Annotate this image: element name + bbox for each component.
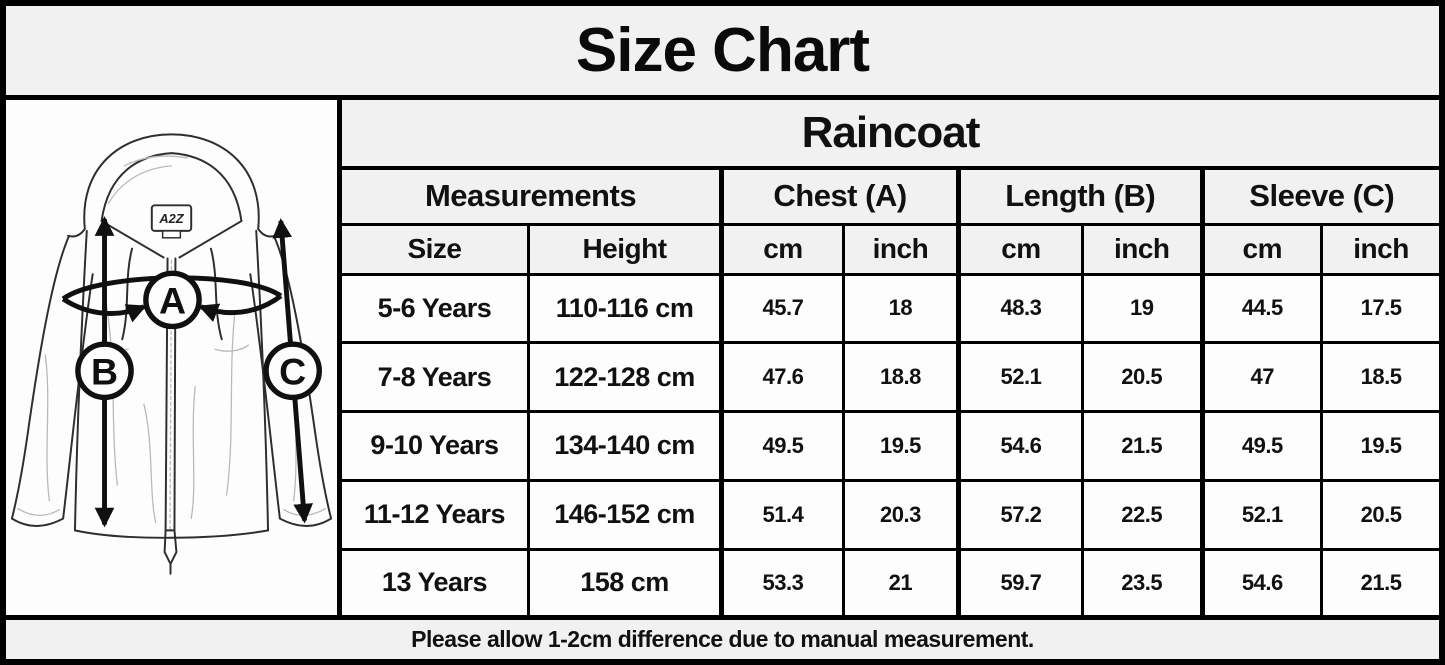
value-cell: 44.5: [1199, 272, 1324, 345]
size-cell: 5-6 Years: [342, 272, 530, 345]
sub-header-4-cm: cm: [955, 222, 1084, 276]
value-cell: 51.4: [719, 478, 845, 551]
table-row: 9-10 Years 134-140 cm 49.5 19.5 54.6 21.5 49.5…: [342, 410, 1439, 482]
content-area: A B C A2Z: [6, 100, 1439, 615]
height-cell: 122-128 cm: [526, 341, 724, 414]
value-cell: 19.5: [841, 410, 960, 482]
measurement-arrow-length: B: [75, 216, 134, 528]
value-cell: 21: [841, 547, 960, 615]
value-cell: 18.8: [841, 341, 960, 414]
value-cell: 49.5: [719, 410, 845, 482]
sleeve-label: C: [279, 351, 306, 393]
raincoat-illustration-panel: A B C A2Z: [6, 100, 342, 615]
group-header-sleeve-c: Sleeve (C): [1199, 170, 1439, 226]
chest-label: A: [159, 280, 186, 322]
measurements-table: Measurements Chest (A) Length (B) Sleeve (C…: [342, 170, 1439, 615]
value-cell: 18: [841, 272, 960, 345]
sub-header-2-cm: cm: [719, 222, 845, 276]
table-body: 5-6 Years 110-116 cm 45.7 18 48.3 19 44.5 17.5 7…: [342, 272, 1439, 615]
value-cell: 48.3: [955, 272, 1084, 345]
table-row: 5-6 Years 110-116 cm 45.7 18 48.3 19 44.5 17.5: [342, 272, 1439, 345]
sub-header-1-height: Height: [526, 222, 724, 276]
value-cell: 57.2: [955, 478, 1084, 551]
measurement-arrow-sleeve: C: [263, 218, 322, 524]
size-cell: 9-10 Years: [342, 410, 530, 482]
footer-bar: Please allow 1-2cm difference due to man…: [6, 615, 1439, 659]
value-cell: 17.5: [1320, 272, 1439, 345]
size-cell: 13 Years: [342, 547, 530, 615]
table-row: 7-8 Years 122-128 cm 47.6 18.8 52.1 20.5 47 18.…: [342, 341, 1439, 414]
value-cell: 59.7: [955, 547, 1084, 615]
height-cell: 146-152 cm: [526, 478, 724, 551]
product-name: Raincoat: [801, 108, 981, 157]
value-cell: 19.5: [1320, 410, 1439, 482]
brand-tag: A2Z: [150, 204, 193, 239]
value-cell: 21.5: [1320, 547, 1439, 615]
sub-header-7-inch: inch: [1320, 222, 1439, 276]
sub-header-6-cm: cm: [1199, 222, 1324, 276]
value-cell: 21.5: [1080, 410, 1204, 482]
value-cell: 54.6: [1199, 547, 1324, 615]
length-label: B: [91, 351, 118, 393]
value-cell: 49.5: [1199, 410, 1324, 482]
group-header-chest-a: Chest (A): [719, 170, 960, 226]
height-cell: 134-140 cm: [526, 410, 724, 482]
height-cell: 110-116 cm: [526, 272, 724, 345]
title-bar: Size Chart: [6, 6, 1439, 100]
footer-note: Please allow 1-2cm difference due to man…: [411, 626, 1034, 652]
value-cell: 23.5: [1080, 547, 1204, 615]
value-cell: 53.3: [719, 547, 845, 615]
value-cell: 52.1: [1199, 478, 1324, 551]
raincoat-sketch: [10, 133, 333, 575]
value-cell: 54.6: [955, 410, 1084, 482]
table-panel: Raincoat Measurements Chest (A) Length (B)…: [342, 100, 1439, 615]
value-cell: 20.3: [841, 478, 960, 551]
value-cell: 20.5: [1080, 341, 1204, 414]
measurement-arrow-chest: A: [61, 270, 283, 330]
value-cell: 47.6: [719, 341, 845, 414]
value-cell: 45.7: [719, 272, 845, 345]
group-header-measurements: Measurements: [342, 170, 724, 226]
size-cell: 11-12 Years: [342, 478, 530, 551]
raincoat-diagram: A B C A2Z: [10, 133, 333, 575]
sub-header-0-size: Size: [342, 222, 530, 276]
height-cell: 158 cm: [526, 547, 724, 615]
value-cell: 20.5: [1320, 478, 1439, 551]
size-cell: 7-8 Years: [342, 341, 530, 414]
value-cell: 22.5: [1080, 478, 1204, 551]
value-cell: 47: [1199, 341, 1324, 414]
sub-header-5-inch: inch: [1080, 222, 1204, 276]
product-header: Raincoat: [342, 100, 1439, 170]
table-row: 13 Years 158 cm 53.3 21 59.7 23.5 54.6 21.5: [342, 547, 1439, 615]
brand-tag-text: A2Z: [158, 211, 184, 226]
sub-header-3-inch: inch: [841, 222, 960, 276]
table-row: 11-12 Years 146-152 cm 51.4 20.3 57.2 22.5 52.…: [342, 478, 1439, 551]
value-cell: 19: [1080, 272, 1204, 345]
value-cell: 52.1: [955, 341, 1084, 414]
table-head: Measurements Chest (A) Length (B) Sleeve (C…: [342, 170, 1439, 276]
value-cell: 18.5: [1320, 341, 1439, 414]
group-header-length-b: Length (B): [955, 170, 1204, 226]
page-title: Size Chart: [575, 16, 870, 85]
